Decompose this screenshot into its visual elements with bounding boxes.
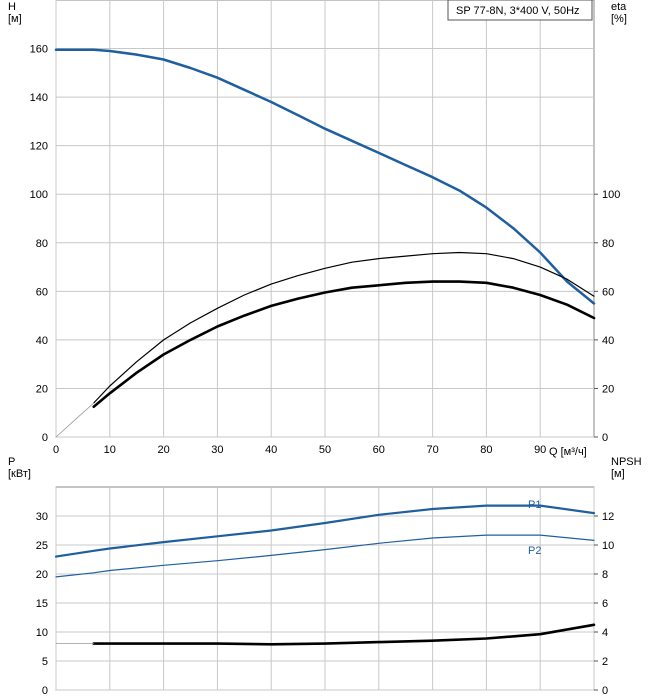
y-left-tick-label: 120 xyxy=(30,141,48,153)
series-label-p1: P1 xyxy=(528,499,541,511)
legend-box xyxy=(447,0,593,21)
y-left-tick-label: 160 xyxy=(30,44,48,56)
y-right-tick-label: 2 xyxy=(602,656,608,668)
y-right-tick-label: 60 xyxy=(602,286,614,298)
power-npsh-panel: 0 5 10 15 20 25 30 0 2 4 6 8 10 12 xyxy=(36,486,614,697)
y-left-tick-label: 5 xyxy=(42,656,48,668)
y-right-tick-label: 8 xyxy=(602,569,608,581)
x-tick-label: 40 xyxy=(265,444,277,456)
series-line-1-2 xyxy=(92,623,596,646)
head-axis-label: H [м] xyxy=(8,1,22,25)
eta-axis-label: eta [%] xyxy=(611,1,627,25)
x-tick-label: 10 xyxy=(104,444,116,456)
y-left-tick-label: 30 xyxy=(36,511,48,523)
x-tick-label: 80 xyxy=(480,444,492,456)
series-line-0-1 xyxy=(93,251,595,404)
y-left-tick-label: 0 xyxy=(42,685,48,697)
y-right-tick-label: 40 xyxy=(602,335,614,347)
series-line-0-0 xyxy=(54,48,596,305)
series-line-1-1 xyxy=(55,534,595,578)
y-left-tick-label: 60 xyxy=(36,286,48,298)
x-tick-label: 60 xyxy=(373,444,385,456)
y-right-tick-label: 100 xyxy=(602,189,620,201)
series-line-0-3 xyxy=(55,402,95,438)
legend-title: SP 77-8N, 3*400 V, 50Hz xyxy=(456,5,580,17)
y-right-tick-label: 10 xyxy=(602,540,614,552)
y-left-tick-label: 0 xyxy=(42,432,48,444)
y-left-tick-label: 100 xyxy=(30,189,48,201)
y-right-tick-label: 20 xyxy=(602,383,614,395)
x-tick-label: 20 xyxy=(157,444,169,456)
y-left-tick-label: 25 xyxy=(36,540,48,552)
y-left-tick-label: 10 xyxy=(36,627,48,639)
y-left-tick-label: 140 xyxy=(30,92,48,104)
y-right-tick-label: 0 xyxy=(602,432,608,444)
power-axis-label: P [кВт] xyxy=(8,456,31,480)
x-tick-label: 50 xyxy=(319,444,331,456)
series-line-1-0 xyxy=(54,504,596,558)
x-tick-label: 30 xyxy=(211,444,223,456)
x-tick-label: 0 xyxy=(53,444,59,456)
x-tick-label: 70 xyxy=(426,444,438,456)
y-left-tick-label: 40 xyxy=(36,335,48,347)
y-right-tick-label: 12 xyxy=(602,511,614,523)
y-left-tick-label: 15 xyxy=(36,598,48,610)
x-tick-label: 90 xyxy=(534,444,546,456)
npsh-axis-label: NPSH [м] xyxy=(611,456,642,480)
y-right-tick-label: 6 xyxy=(602,598,608,610)
y-left-tick-label: 20 xyxy=(36,569,48,581)
y-left-tick-label: 80 xyxy=(36,238,48,250)
series-label-p2: P2 xyxy=(528,545,541,557)
y-right-tick-label: 4 xyxy=(602,627,608,639)
flow-axis-label: Q [м³/ч] xyxy=(549,446,587,458)
y-right-tick-label: 80 xyxy=(602,238,614,250)
head-efficiency-panel: 0 10 20 30 40 50 60 70 80 90 0 20 40 60 80 100 120 140 160… xyxy=(30,0,620,456)
y-right-tick-label: 0 xyxy=(602,685,608,697)
y-left-tick-label: 20 xyxy=(36,383,48,395)
series-line-0-2 xyxy=(92,280,596,408)
